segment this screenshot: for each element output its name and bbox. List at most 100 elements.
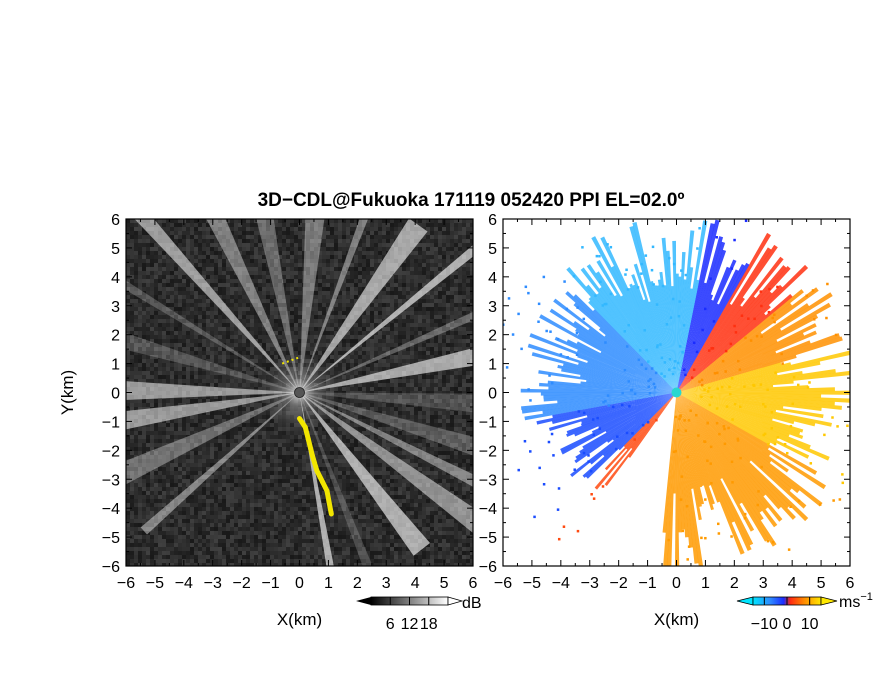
reflectivity-noise-cell (370, 327, 374, 331)
reflectivity-noise-cell (126, 303, 130, 307)
reflectivity-noise-cell (418, 223, 422, 227)
reflectivity-noise-cell (458, 283, 462, 287)
reflectivity-noise-cell (238, 227, 242, 231)
reflectivity-noise-cell (250, 275, 254, 279)
reflectivity-noise-cell (186, 283, 190, 287)
reflectivity-noise-cell (250, 431, 254, 435)
reflectivity-noise-cell (382, 347, 386, 351)
reflectivity-noise-cell (250, 307, 254, 311)
reflectivity-noise-cell (262, 319, 266, 323)
reflectivity-noise-cell (422, 279, 426, 283)
reflectivity-noise-cell (402, 275, 406, 279)
reflectivity-noise-cell (406, 439, 410, 443)
reflectivity-noise-cell (242, 271, 246, 275)
reflectivity-noise-cell (142, 271, 146, 275)
reflectivity-noise-cell (334, 243, 338, 247)
reflectivity-noise-cell (238, 319, 242, 323)
reflectivity-noise-cell (470, 315, 473, 319)
reflectivity-noise-cell (430, 419, 434, 423)
reflectivity-noise-cell (178, 363, 182, 367)
reflectivity-noise-cell (402, 331, 406, 335)
reflectivity-noise-cell (358, 371, 362, 375)
reflectivity-noise-cell (330, 263, 334, 267)
reflectivity-noise-cell (366, 347, 370, 351)
reflectivity-noise-cell (238, 431, 242, 435)
reflectivity-noise-cell (170, 355, 174, 359)
reflectivity-noise-cell (386, 363, 390, 367)
reflectivity-noise-cell (434, 251, 438, 255)
reflectivity-noise-cell (286, 343, 290, 347)
reflectivity-noise-cell (358, 279, 362, 283)
reflectivity-noise-cell (438, 391, 442, 395)
reflectivity-noise-cell (170, 283, 174, 287)
reflectivity-noise-cell (470, 271, 473, 275)
reflectivity-noise-cell (190, 435, 194, 439)
reflectivity-noise-cell (154, 267, 158, 271)
reflectivity-noise-cell (178, 351, 182, 355)
reflectivity-noise-cell (442, 331, 446, 335)
reflectivity-noise-cell (178, 275, 182, 279)
reflectivity-noise-cell (146, 439, 150, 443)
reflectivity-noise-cell (178, 219, 182, 223)
reflectivity-noise-cell (322, 263, 326, 267)
reflectivity-noise-cell (194, 339, 198, 343)
reflectivity-noise-cell (262, 247, 266, 251)
reflectivity-noise-cell (254, 267, 258, 271)
reflectivity-noise-cell (234, 419, 238, 423)
reflectivity-noise-cell (302, 275, 306, 279)
reflectivity-noise-cell (142, 443, 146, 447)
reflectivity-noise-cell (210, 347, 214, 351)
reflectivity-noise-cell (430, 219, 434, 223)
reflectivity-noise-cell (470, 295, 473, 299)
reflectivity-noise-cell (174, 239, 178, 243)
reflectivity-noise-cell (302, 343, 306, 347)
reflectivity-noise-cell (222, 419, 226, 423)
reflectivity-noise-cell (430, 403, 434, 407)
reflectivity-noise-cell (426, 299, 430, 303)
reflectivity-noise-cell (266, 343, 270, 347)
reflectivity-noise-cell (238, 315, 242, 319)
reflectivity-noise-cell (418, 383, 422, 387)
reflectivity-noise-cell (146, 279, 150, 283)
reflectivity-noise-cell (394, 231, 398, 235)
reflectivity-noise-cell (358, 335, 362, 339)
reflectivity-noise-cell (326, 267, 330, 271)
reflectivity-noise-cell (170, 231, 174, 235)
reflectivity-noise-cell (222, 287, 226, 291)
reflectivity-noise-cell (422, 383, 426, 387)
reflectivity-noise-cell (150, 399, 154, 403)
reflectivity-noise-cell (146, 447, 150, 451)
reflectivity-noise-cell (222, 267, 226, 271)
reflectivity-noise-cell (314, 283, 318, 287)
reflectivity-noise-cell (278, 431, 282, 435)
reflectivity-noise-cell (446, 395, 450, 399)
reflectivity-noise-cell (466, 311, 470, 315)
reflectivity-noise-cell (270, 299, 274, 303)
reflectivity-noise-cell (298, 315, 302, 319)
reflectivity-noise-cell (418, 263, 422, 267)
reflectivity-noise-cell (270, 351, 274, 355)
reflectivity-noise-cell (238, 251, 242, 255)
reflectivity-noise-cell (198, 359, 202, 363)
reflectivity-noise-cell (290, 263, 294, 267)
reflectivity-noise-cell (318, 435, 322, 439)
reflectivity-noise-cell (334, 239, 338, 243)
reflectivity-noise-cell (254, 387, 258, 391)
reflectivity-noise-cell (354, 339, 358, 343)
reflectivity-noise-cell (354, 231, 358, 235)
reflectivity-noise-cell (178, 331, 182, 335)
reflectivity-noise-cell (282, 327, 286, 331)
reflectivity-noise-cell (290, 347, 294, 351)
reflectivity-noise-cell (394, 387, 398, 391)
reflectivity-noise-cell (286, 443, 290, 447)
reflectivity-noise-cell (230, 223, 234, 227)
reflectivity-noise-cell (366, 247, 370, 251)
reflectivity-noise-cell (290, 279, 294, 283)
reflectivity-noise-cell (462, 283, 466, 287)
reflectivity-noise-cell (230, 327, 234, 331)
reflectivity-noise-cell (302, 439, 306, 443)
reflectivity-noise-cell (238, 267, 242, 271)
reflectivity-noise-cell (258, 299, 262, 303)
reflectivity-noise-cell (410, 347, 414, 351)
reflectivity-noise-cell (366, 415, 370, 419)
